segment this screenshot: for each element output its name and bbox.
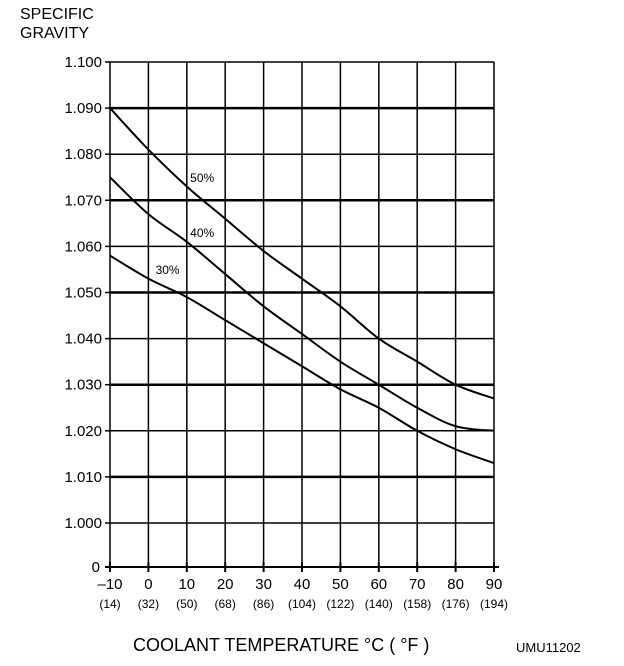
x-tick-label: 90 — [486, 576, 503, 593]
x-tick-sublabel: (194) — [480, 597, 508, 611]
series-line-50pct — [109, 107, 495, 400]
x-tick-sublabel: (104) — [288, 597, 316, 611]
y-axis-title-line1: SPECIFIC — [20, 6, 94, 23]
figure-code: UMU11202 — [516, 640, 581, 655]
x-axis-title: COOLANT TEMPERATURE °C ( °F ) — [133, 635, 430, 655]
y-axis-title-line2: GRAVITY — [20, 25, 90, 42]
x-tick-sublabel: (32) — [138, 597, 159, 611]
series-label-50pct: 50% — [190, 171, 214, 185]
y-tick-label: 1.040 — [64, 331, 102, 348]
y-tick-label: 1.100 — [64, 54, 102, 71]
x-tick-label: 50 — [332, 576, 349, 593]
y-tick-label: 1.060 — [64, 238, 102, 255]
x-tick-label: 80 — [447, 576, 464, 593]
x-tick-sublabel: (14) — [99, 597, 120, 611]
y-tick-label: 1.020 — [64, 423, 102, 440]
x-tick-sublabel: (176) — [442, 597, 470, 611]
series-line-40pct — [109, 176, 495, 432]
y-zero-label: 0 — [92, 559, 100, 576]
y-tick-label: 1.000 — [64, 515, 102, 532]
x-tick-label: 30 — [255, 576, 272, 593]
x-tick-label: 40 — [294, 576, 311, 593]
x-tick-label: 60 — [370, 576, 387, 593]
y-tick-label: 1.030 — [64, 377, 102, 394]
series-label-40pct: 40% — [190, 226, 214, 240]
x-tick-label: 20 — [217, 576, 234, 593]
x-tick-sublabel: (86) — [253, 597, 274, 611]
y-tick-label: 1.070 — [64, 192, 102, 209]
x-tick-label: 0 — [144, 576, 152, 593]
x-tick-sublabel: (140) — [365, 597, 393, 611]
x-tick-sublabel: (122) — [326, 597, 354, 611]
x-tick-sublabel: (68) — [215, 597, 236, 611]
y-tick-label: 1.090 — [64, 100, 102, 117]
series-line-30pct — [109, 254, 495, 465]
y-tick-label: 1.010 — [64, 469, 102, 486]
x-tick-label: –10 — [97, 576, 122, 593]
x-tick-label: 70 — [409, 576, 426, 593]
x-tick-sublabel: (158) — [403, 597, 431, 611]
y-tick-label: 1.050 — [64, 285, 102, 302]
y-tick-label: 1.080 — [64, 146, 102, 163]
x-tick-label: 10 — [178, 576, 195, 593]
series-label-30pct: 30% — [156, 263, 180, 277]
x-tick-sublabel: (50) — [176, 597, 197, 611]
